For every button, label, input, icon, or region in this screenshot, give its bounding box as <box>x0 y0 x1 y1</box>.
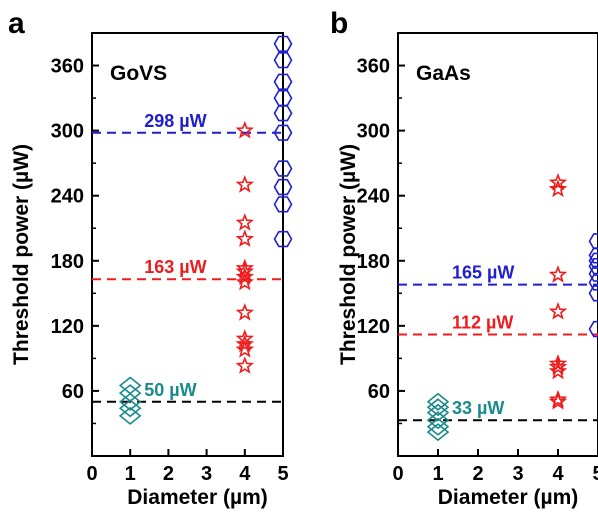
threshold-label: 112 µW <box>452 313 513 333</box>
data-point-hexagon <box>273 51 293 69</box>
y-tick-label: 180 <box>51 251 84 273</box>
x-tick-label: 2 <box>163 463 174 485</box>
data-point-hexagon <box>273 230 293 248</box>
y-tick-label: 60 <box>368 381 390 403</box>
data-point-diamond <box>426 423 450 442</box>
data-point-diamond <box>118 384 142 403</box>
x-tick-label: 1 <box>125 463 136 485</box>
y-tick-label: 360 <box>357 56 390 78</box>
plot-frame <box>397 32 598 457</box>
data-point-star <box>235 120 255 139</box>
data-point-hexagon <box>273 178 293 196</box>
data-point-star <box>235 213 255 231</box>
data-point-diamond <box>118 376 142 395</box>
x-tick-label: 3 <box>512 463 523 485</box>
x-tick-label: 4 <box>239 463 251 485</box>
y-axis-title: Threshold power (µW) <box>10 144 33 365</box>
data-point-hexagon <box>588 257 598 275</box>
data-point-hexagon <box>588 233 598 250</box>
x-axis-title: Diameter (µm) <box>127 486 267 509</box>
data-point-star <box>235 356 255 374</box>
x-tick-label: 0 <box>392 463 403 485</box>
y-tick-label: 120 <box>357 316 390 338</box>
y-tick-label: 240 <box>51 186 84 208</box>
x-tick-label: 0 <box>86 463 97 485</box>
y-tick-label: 300 <box>51 121 84 143</box>
x-tick-label: 4 <box>552 463 564 485</box>
data-point-hexagon <box>588 274 598 291</box>
panel-tag: b <box>330 7 348 40</box>
data-point-hexagon <box>273 73 293 90</box>
panel-b: b 60 120 180 240 300 360 0 1 2 3 4 5 Diameter (µm) Thr… <box>330 7 598 509</box>
material-label: GoVS <box>110 62 167 85</box>
panel-a: a 60 120 180 240 300 360 0 1 2 3 4 5 Diameter (µm) Thr… <box>8 7 293 509</box>
threshold-label: 298 µW <box>144 111 206 131</box>
data-point-star <box>235 175 255 193</box>
data-point-star <box>235 303 255 321</box>
data-point-star <box>235 229 255 247</box>
data-point-diamond <box>118 392 142 411</box>
panel-tag: a <box>8 7 25 40</box>
data-point-diamond <box>426 417 450 436</box>
data-point-star <box>548 361 568 380</box>
data-point-hexagon <box>588 285 598 302</box>
data-point-star <box>235 267 255 285</box>
data-point-star <box>235 334 255 353</box>
data-point-star <box>235 261 255 280</box>
data-point-hexagon <box>273 196 293 213</box>
data-point-hexagon <box>273 160 293 177</box>
material-label: GaAs <box>416 62 471 85</box>
plot-frame <box>91 32 284 457</box>
data-point-star <box>548 172 568 191</box>
threshold-label: 33 µW <box>452 398 504 418</box>
data-point-diamond <box>426 392 450 411</box>
x-tick-label: 1 <box>432 463 443 485</box>
data-point-hexagon <box>273 124 293 141</box>
x-tick-label: 3 <box>201 463 212 485</box>
data-point-star <box>548 389 568 408</box>
y-tick-label: 180 <box>357 251 390 273</box>
data-point-star <box>548 179 568 198</box>
data-point-hexagon <box>588 247 598 264</box>
y-tick-label: 300 <box>357 121 390 143</box>
data-point-diamond <box>118 399 142 418</box>
data-point-hexagon <box>273 89 293 107</box>
threshold-label: 163 µW <box>144 257 206 277</box>
data-point-hexagon <box>588 265 598 282</box>
data-point-diamond <box>118 406 142 425</box>
threshold-label: 165 µW <box>452 263 514 283</box>
data-point-star <box>548 265 568 283</box>
data-point-star <box>548 357 568 375</box>
x-axis-title: Diameter (µm) <box>438 486 578 509</box>
data-point-hexagon <box>273 35 293 53</box>
y-tick-label: 120 <box>51 316 84 338</box>
y-tick-label: 360 <box>51 56 84 78</box>
data-point-diamond <box>426 411 450 430</box>
x-tick-label: 5 <box>277 463 288 485</box>
y-axis-title: Threshold power (µW) <box>337 144 360 365</box>
data-point-hexagon <box>588 252 598 269</box>
y-tick-label: 60 <box>62 381 84 403</box>
data-point-hexagon <box>588 320 598 338</box>
data-point-star <box>235 329 255 347</box>
threshold-label: 50 µW <box>144 380 196 400</box>
data-point-star <box>235 258 255 277</box>
data-point-star <box>235 272 255 291</box>
data-point-star <box>548 354 568 372</box>
x-tick-label: 5 <box>592 463 598 485</box>
data-point-star <box>548 301 568 320</box>
data-point-star <box>235 339 255 358</box>
y-tick-label: 240 <box>357 186 390 208</box>
x-tick-label: 2 <box>472 463 483 485</box>
